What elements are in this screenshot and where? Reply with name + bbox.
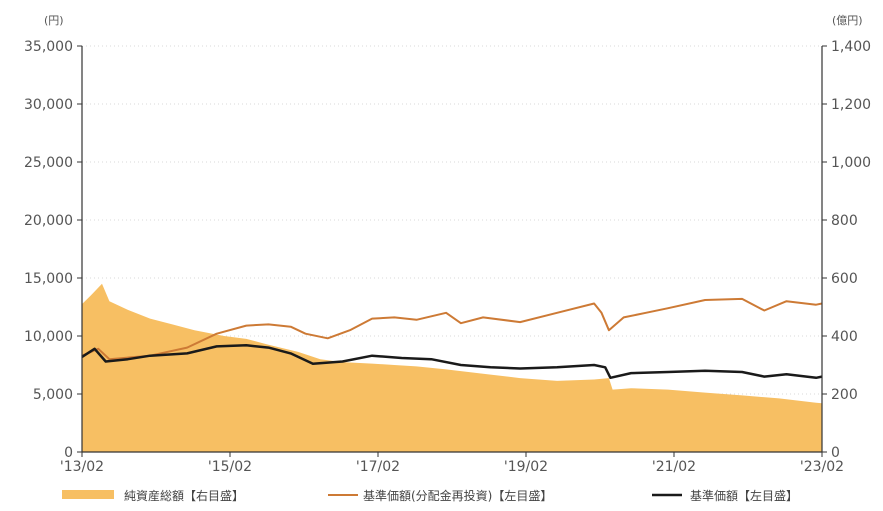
legend: 純資産総額【右目盛】 基準価額(分配金再投資)【左目盛】 基準価額【左目盛】 — [62, 488, 798, 503]
left-tick-label: 30,000 — [24, 97, 73, 113]
right-tick-label: 600 — [831, 271, 858, 287]
axes — [81, 46, 823, 453]
legend-label: 基準価額【左目盛】 — [690, 488, 798, 503]
area-layer — [82, 283, 822, 452]
left-tick-label: 10,000 — [24, 329, 73, 345]
legend-swatch-net-assets — [62, 490, 114, 499]
series-line-nav — [81, 344, 823, 380]
x-tick-label: '21/02 — [652, 459, 696, 475]
left-tick-label: 15,000 — [24, 271, 73, 287]
right-axis-unit-label: (億円) — [832, 14, 863, 27]
left-tick-label: 20,000 — [24, 213, 73, 229]
line-layer — [81, 297, 823, 380]
series-area-net-assets — [82, 283, 822, 452]
legend-label: 基準価額(分配金再投資)【左目盛】 — [363, 488, 552, 503]
legend-label: 純資産総額【右目盛】 — [124, 488, 244, 503]
x-tick-label: '17/02 — [356, 459, 400, 475]
right-tick-label: 0 — [831, 445, 840, 461]
right-tick-label: 400 — [831, 329, 858, 345]
series-line-nav-reinvested — [81, 297, 823, 361]
left-axis-ticks: 0 5,000 10,000 15,000 20,000 25,000 30,000 35,0… — [24, 39, 82, 461]
left-axis-unit-label: (円) — [44, 14, 64, 27]
x-tick-label: '15/02 — [208, 459, 252, 475]
right-axis-ticks: 0 200 400 600 800 1,000 1,200 1,400 — [822, 39, 871, 461]
right-tick-label: 200 — [831, 387, 858, 403]
right-tick-label: 1,000 — [831, 155, 871, 171]
right-tick-label: 1,200 — [831, 97, 871, 113]
left-tick-label: 5,000 — [33, 387, 73, 403]
right-tick-label: 800 — [831, 213, 858, 229]
x-tick-label: '23/02 — [800, 459, 844, 475]
left-tick-label: 25,000 — [24, 155, 73, 171]
x-tick-label: '13/02 — [60, 459, 104, 475]
left-tick-label: 35,000 — [24, 39, 73, 55]
left-tick-label: 0 — [64, 445, 73, 461]
x-axis-ticks: '13/02 '15/02 '17/02 '19/02 '21/02 '23/02 — [60, 452, 844, 475]
right-tick-label: 1,400 — [831, 39, 871, 55]
x-tick-label: '19/02 — [504, 459, 548, 475]
